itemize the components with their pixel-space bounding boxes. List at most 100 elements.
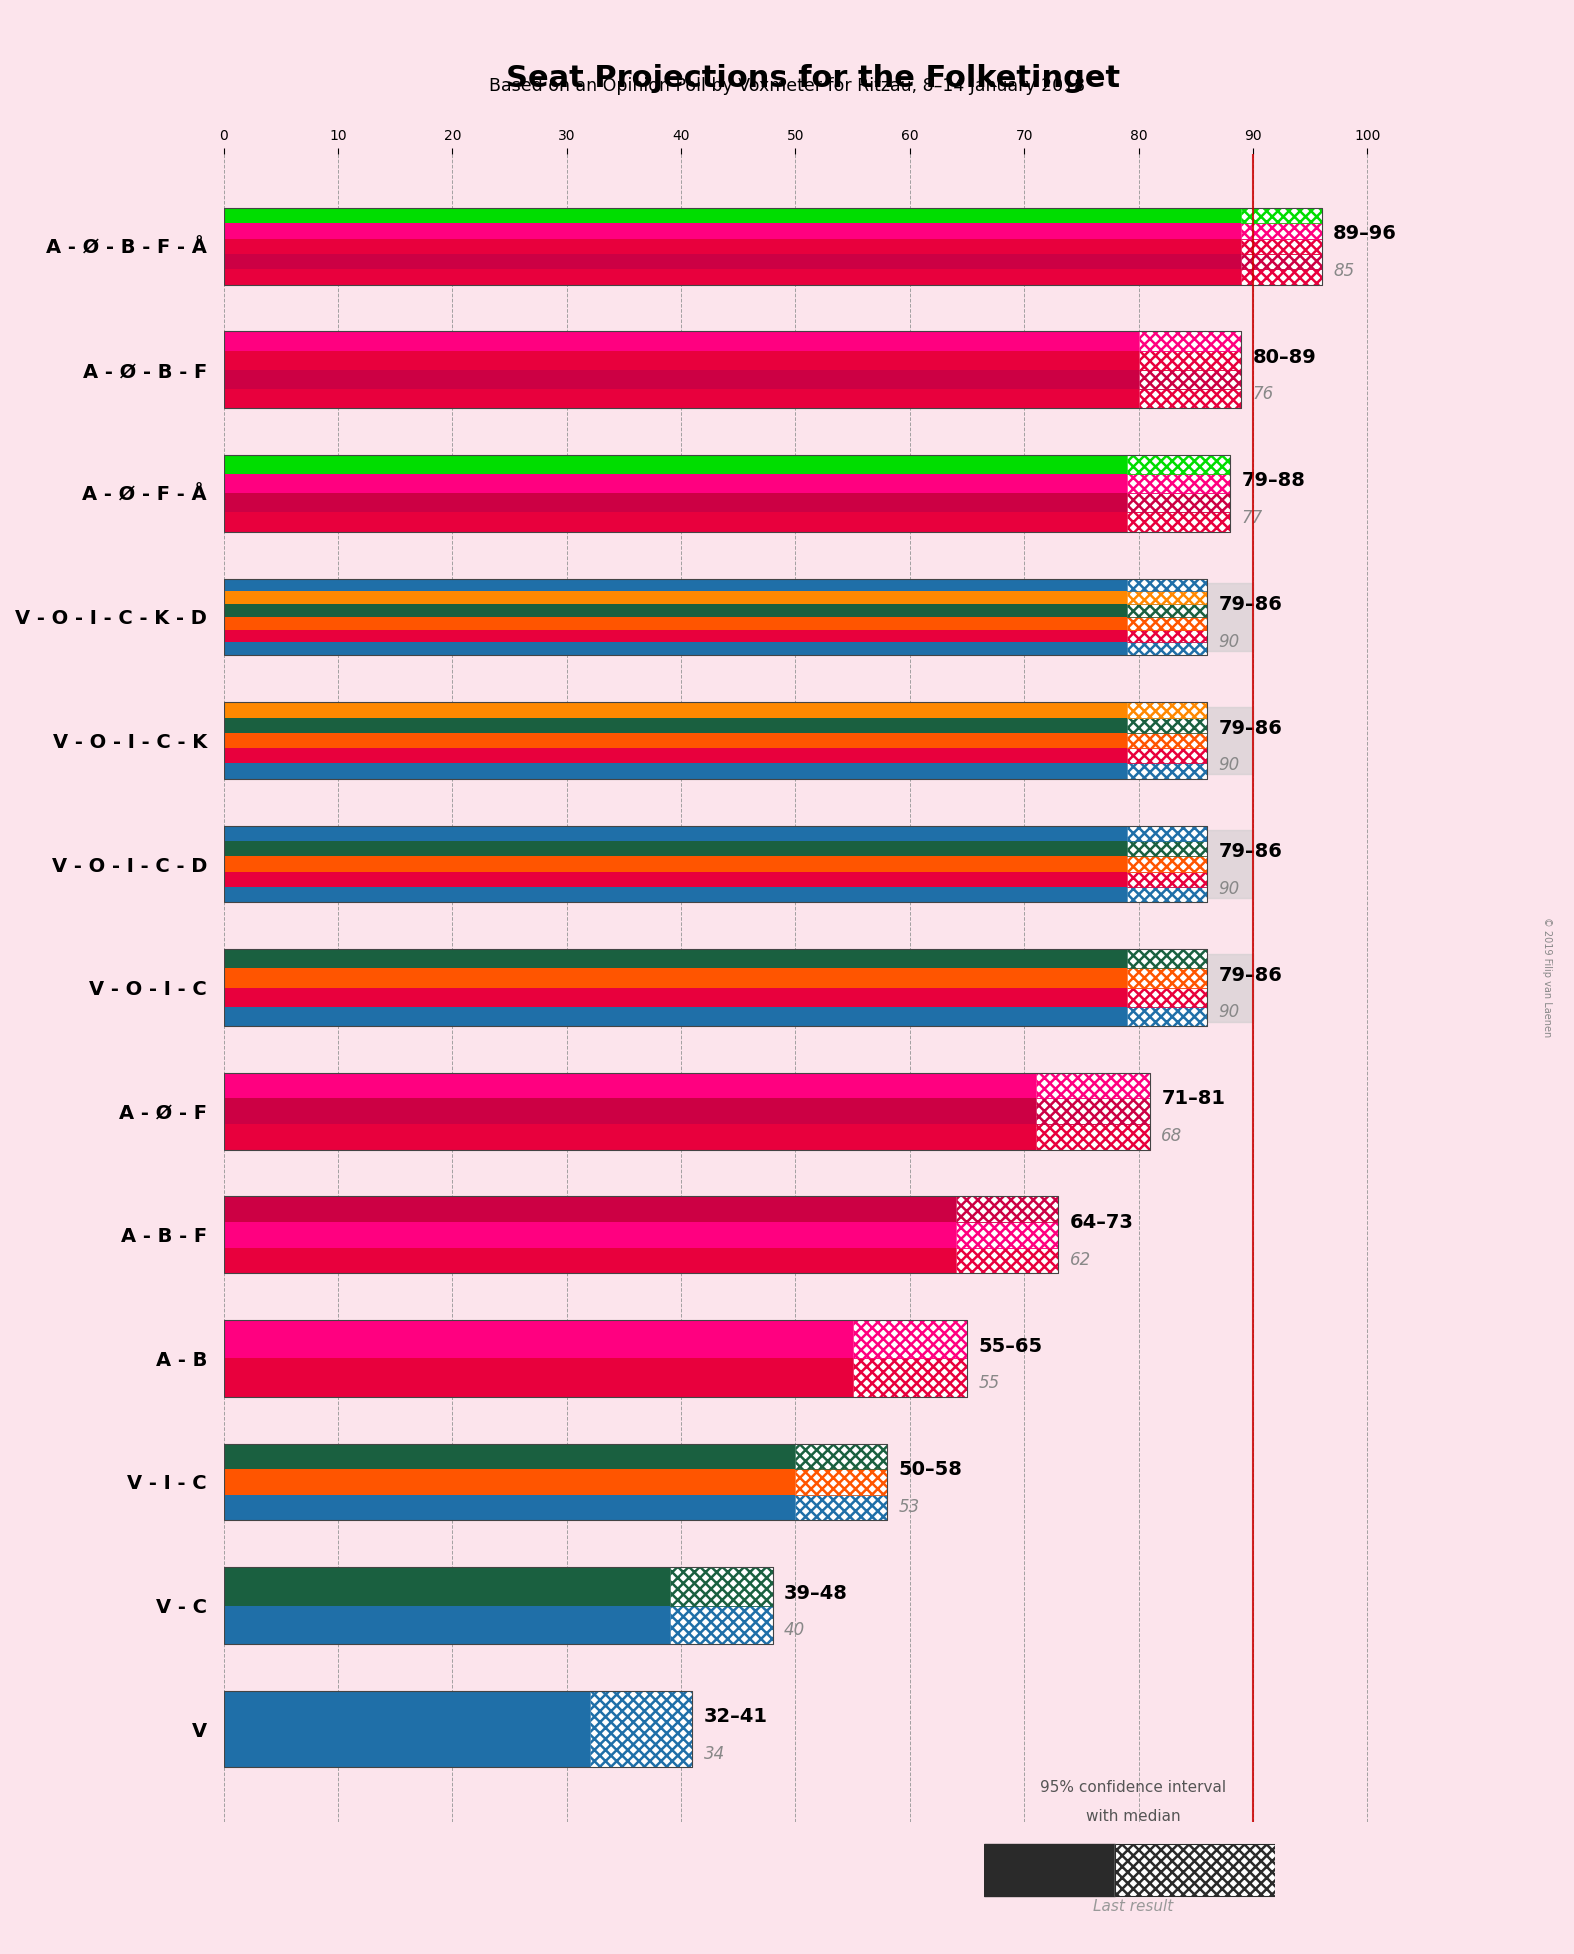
Bar <box>224 1567 669 1606</box>
Bar <box>224 350 1138 369</box>
Bar <box>955 1196 1058 1221</box>
Bar <box>955 1196 1058 1221</box>
Bar <box>224 1124 1036 1149</box>
Bar <box>1127 617 1207 629</box>
Bar <box>1127 604 1207 617</box>
Bar <box>1138 332 1242 350</box>
Bar <box>984 1845 1114 1895</box>
Bar <box>590 1690 693 1766</box>
Bar <box>1127 764 1207 780</box>
Bar <box>1127 871 1207 887</box>
Bar <box>1127 629 1207 643</box>
Bar <box>1127 871 1207 887</box>
Bar <box>1138 369 1242 389</box>
Bar <box>590 1690 693 1766</box>
Bar <box>224 455 1127 475</box>
Bar <box>853 1358 966 1397</box>
Bar <box>1127 840 1207 856</box>
Bar <box>224 332 1242 408</box>
Bar <box>224 604 1127 617</box>
Bar <box>224 830 1253 899</box>
Bar <box>224 840 1127 856</box>
Bar <box>224 1196 1058 1274</box>
Bar <box>1242 207 1322 223</box>
Bar <box>224 1696 612 1763</box>
Bar <box>224 223 1242 238</box>
Bar <box>224 1606 669 1643</box>
Bar <box>1127 592 1207 604</box>
Bar <box>1127 1006 1207 1026</box>
Bar <box>224 1667 1401 1792</box>
Text: 79–86: 79–86 <box>1218 719 1283 737</box>
Bar <box>224 1172 1401 1297</box>
Text: 79–88: 79–88 <box>1242 471 1305 490</box>
Bar <box>1036 1073 1151 1098</box>
Bar <box>224 707 1253 774</box>
Text: 79–86: 79–86 <box>1218 965 1283 985</box>
Bar <box>224 1567 773 1643</box>
Bar <box>795 1495 886 1520</box>
Bar <box>224 856 1127 871</box>
Text: 34: 34 <box>704 1745 726 1763</box>
Bar <box>1127 969 1207 987</box>
Bar <box>1127 455 1229 475</box>
Text: 55: 55 <box>979 1374 999 1391</box>
Bar <box>1036 1098 1151 1124</box>
Bar <box>224 254 1242 270</box>
Bar <box>224 389 1138 408</box>
Bar <box>224 455 1229 531</box>
Bar <box>1138 350 1242 369</box>
Bar <box>224 512 1127 531</box>
Text: 68: 68 <box>1162 1127 1182 1145</box>
Text: 50–58: 50–58 <box>899 1460 962 1479</box>
Bar <box>224 207 1322 285</box>
Bar <box>224 582 1253 651</box>
Bar <box>224 733 1127 748</box>
Bar <box>1127 748 1207 764</box>
Bar <box>853 1321 966 1358</box>
Bar <box>1127 1006 1207 1026</box>
Bar <box>1114 1845 1275 1895</box>
Text: 90: 90 <box>1218 633 1240 651</box>
Text: 40: 40 <box>784 1622 806 1639</box>
Bar <box>224 1544 1401 1667</box>
Bar <box>1127 492 1229 512</box>
Bar <box>1127 950 1207 969</box>
Bar <box>1242 223 1322 238</box>
Bar <box>955 1247 1058 1274</box>
Bar <box>1127 475 1229 492</box>
Bar <box>1127 827 1207 840</box>
Bar <box>1127 717 1207 733</box>
Bar <box>224 871 1127 887</box>
Bar <box>1127 950 1207 969</box>
Bar <box>224 1325 853 1393</box>
Bar <box>795 1444 886 1469</box>
Bar <box>1127 987 1207 1006</box>
Bar <box>1127 840 1207 856</box>
Bar <box>224 717 1127 733</box>
Bar <box>1127 629 1207 643</box>
Bar <box>1036 1124 1151 1149</box>
Bar <box>224 1077 1001 1145</box>
Bar <box>224 1098 1036 1124</box>
Bar <box>669 1567 773 1606</box>
Bar <box>224 1690 590 1766</box>
Bar <box>224 1202 933 1268</box>
Bar <box>955 1247 1058 1274</box>
Text: 79–86: 79–86 <box>1218 842 1283 862</box>
Bar <box>955 1221 1058 1247</box>
Bar <box>224 701 1127 717</box>
Bar <box>224 1247 955 1274</box>
Bar <box>224 950 1127 969</box>
Text: Based on an Opinion Poll by Voxmeter for Ritzau, 8–14 January 2018: Based on an Opinion Poll by Voxmeter for… <box>490 76 1084 96</box>
Bar <box>224 207 1242 223</box>
Bar <box>1138 350 1242 369</box>
Bar <box>1127 969 1207 987</box>
Bar <box>224 987 1127 1006</box>
Bar <box>224 1358 853 1397</box>
Text: 90: 90 <box>1218 1002 1240 1022</box>
Bar <box>1036 1098 1151 1124</box>
Bar <box>224 459 1105 528</box>
Text: 76: 76 <box>1253 385 1275 403</box>
Bar <box>224 954 1253 1022</box>
